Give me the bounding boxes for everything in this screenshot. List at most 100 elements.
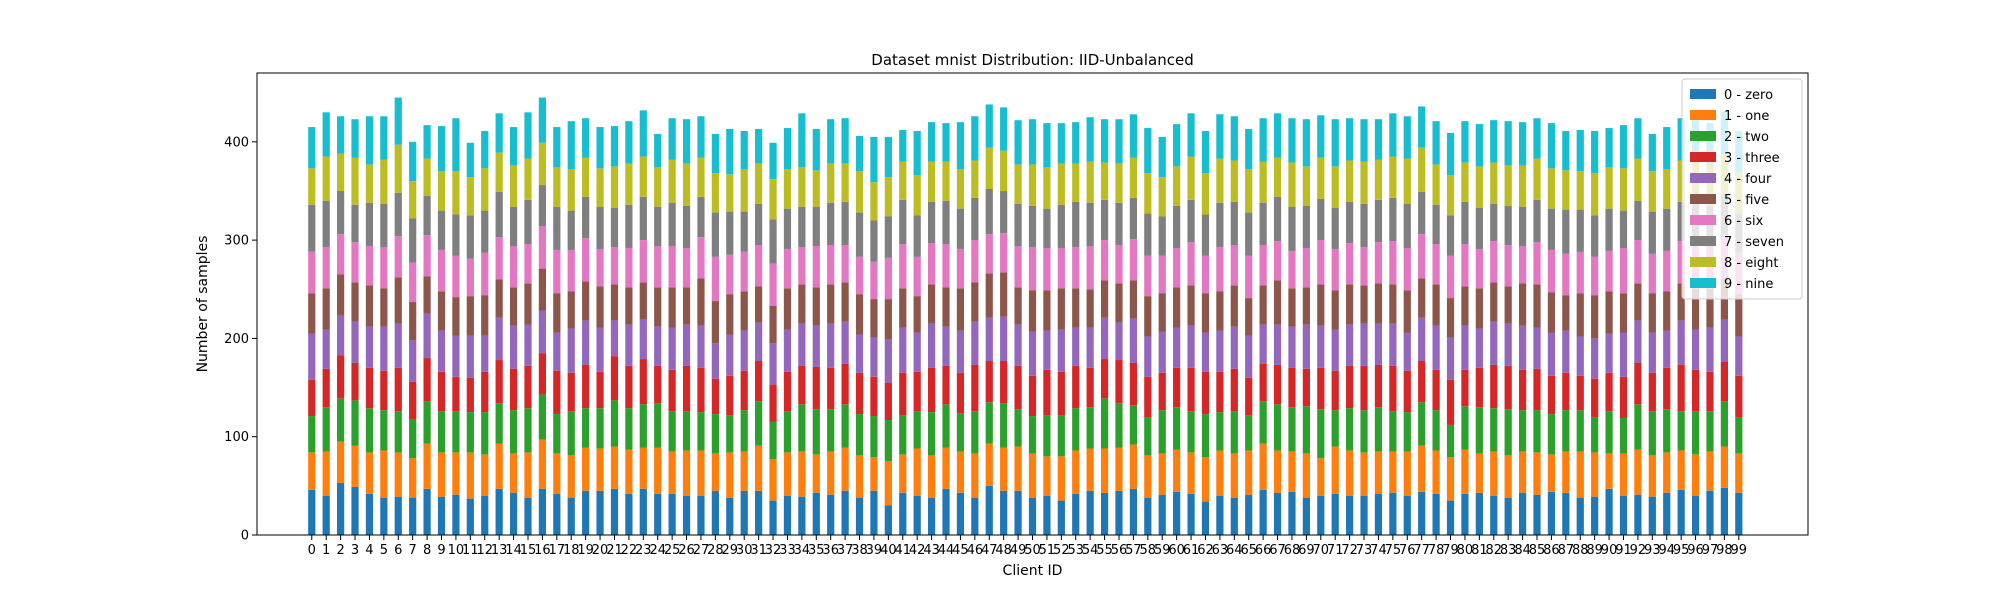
bar-segment-client-28-class-6 (711, 256, 719, 302)
bar-segment-client-25-class-1 (668, 451, 676, 494)
bar-segment-client-78-class-3 (1432, 369, 1440, 411)
bar-segment-client-13-class-3 (495, 360, 503, 404)
bar-segment-client-89-class-3 (1591, 378, 1599, 418)
bar-segment-client-23-class-9 (639, 110, 647, 157)
bar-segment-client-17-class-3 (553, 370, 561, 415)
bar-segment-client-48-class-4 (1000, 316, 1008, 362)
bar-segment-client-37-class-2 (841, 404, 849, 448)
bar-segment-client-23-class-7 (639, 196, 647, 241)
bar-segment-client-98-class-3 (1720, 362, 1728, 402)
bar-segment-client-56-class-1 (1115, 447, 1123, 491)
x-tick-label: 55 (1096, 543, 1113, 558)
bar-segment-client-40-class-5 (884, 299, 892, 340)
bar-segment-client-79-class-1 (1446, 457, 1455, 501)
bar-segment-client-90-class-7 (1605, 208, 1613, 251)
bar-segment-client-30-class-0 (740, 490, 748, 535)
bar-segment-client-10-class-4 (452, 335, 460, 377)
x-tick-label: 5 (380, 543, 388, 558)
bar-segment-client-71-class-6 (1331, 248, 1339, 291)
bar-segment-client-19-class-2 (582, 408, 590, 448)
bar-segment-client-41-class-5 (899, 288, 907, 328)
bar-segment-client-57-class-9 (1129, 114, 1138, 158)
bar-segment-client-79-class-7 (1446, 215, 1455, 256)
bar-segment-client-1-class-5 (322, 288, 330, 330)
bar-segment-client-63-class-2 (1216, 412, 1224, 451)
bar-segment-client-88-class-2 (1576, 410, 1584, 452)
bar-segment-client-61-class-4 (1187, 325, 1195, 368)
bar-segment-client-22-class-0 (625, 493, 633, 535)
bar-segment-client-35-class-5 (812, 287, 820, 326)
bar-segment-client-49-class-1 (1014, 446, 1022, 491)
bar-segment-client-34-class-0 (798, 496, 806, 535)
bar-segment-client-49-class-5 (1014, 287, 1022, 325)
bar-segment-client-37-class-6 (841, 245, 849, 283)
bar-segment-client-91-class-9 (1619, 125, 1628, 169)
bar-segment-client-71-class-8 (1331, 166, 1339, 208)
bar-segment-client-89-class-8 (1591, 173, 1599, 216)
bar-segment-client-56-class-2 (1115, 403, 1123, 448)
bar-segment-client-69-class-8 (1302, 166, 1310, 206)
bar-segment-client-77-class-4 (1418, 317, 1426, 362)
bar-segment-client-21-class-0 (610, 488, 619, 535)
bar-segment-client-29-class-4 (726, 334, 734, 376)
bar-segment-client-65-class-1 (1245, 450, 1253, 495)
bar-segment-client-2-class-3 (337, 355, 345, 399)
bar-segment-client-92-class-0 (1634, 494, 1642, 535)
bar-segment-client-56-class-7 (1115, 202, 1123, 246)
bar-segment-client-69-class-3 (1302, 368, 1310, 407)
bar-segment-client-89-class-1 (1591, 452, 1599, 497)
bar-segment-client-0-class-5 (308, 293, 316, 334)
bar-segment-client-26-class-8 (682, 163, 691, 206)
bar-segment-client-38-class-8 (855, 171, 864, 213)
bar-segment-client-51-class-6 (1043, 247, 1051, 291)
bar-segment-client-54-class-0 (1086, 490, 1094, 535)
bar-segment-client-18-class-7 (567, 210, 575, 250)
bar-segment-client-99-class-5 (1735, 294, 1743, 337)
bar-segment-client-25-class-8 (668, 159, 676, 203)
bar-segment-client-16-class-2 (538, 394, 547, 440)
bar-segment-client-76-class-1 (1403, 451, 1411, 496)
bar-segment-client-74-class-9 (1374, 119, 1383, 160)
bar-segment-client-17-class-9 (553, 127, 561, 168)
bar-segment-client-18-class-8 (567, 169, 575, 211)
bar-segment-client-20-class-0 (596, 490, 604, 535)
bar-segment-client-24-class-5 (654, 287, 662, 327)
bar-segment-client-44-class-6 (942, 244, 950, 288)
bar-segment-client-6-class-5 (394, 277, 402, 324)
bar-segment-client-71-class-9 (1331, 119, 1339, 167)
x-tick-label: 48 (995, 543, 1012, 558)
bar-segment-client-47-class-1 (985, 443, 993, 486)
bar-segment-client-5-class-0 (380, 497, 388, 535)
bar-segment-client-43-class-7 (927, 201, 936, 244)
x-tick-label: 22 (621, 543, 638, 558)
bar-segment-client-24-class-4 (654, 326, 662, 366)
bar-segment-client-12-class-9 (481, 131, 489, 169)
bar-segment-client-32-class-6 (769, 263, 777, 306)
bar-segment-client-46-class-1 (971, 453, 979, 498)
bar-segment-client-65-class-5 (1245, 298, 1253, 336)
bar-segment-client-10-class-1 (452, 452, 460, 495)
x-tick-label: 0 (308, 543, 316, 558)
bar-segment-client-34-class-8 (798, 167, 806, 207)
bar-segment-client-66-class-4 (1259, 324, 1267, 364)
bar-segment-client-0-class-8 (308, 168, 316, 205)
bar-segment-client-0-class-1 (308, 452, 316, 490)
bar-segment-client-72-class-0 (1346, 495, 1354, 535)
bar-segment-client-8-class-9 (423, 125, 431, 159)
bar-segment-client-6-class-9 (394, 97, 402, 145)
bar-segment-client-19-class-5 (582, 281, 590, 321)
bar-segment-client-39-class-5 (870, 299, 878, 338)
bar-segment-client-15-class-5 (524, 283, 532, 325)
bar-segment-client-21-class-5 (610, 284, 619, 321)
bar-segment-client-68-class-4 (1288, 326, 1296, 368)
bar-segment-client-25-class-0 (668, 493, 676, 535)
bar-segment-client-33-class-1 (783, 452, 792, 496)
bar-segment-client-81-class-9 (1475, 124, 1483, 167)
bar-segment-client-93-class-8 (1648, 171, 1656, 212)
bar-segment-client-1-class-2 (322, 407, 330, 452)
x-tick-label: 84 (1514, 543, 1531, 558)
bar-segment-client-79-class-2 (1446, 424, 1455, 458)
bar-segment-client-42-class-9 (913, 131, 921, 176)
bar-segment-client-17-class-8 (553, 167, 561, 207)
bar-segment-client-18-class-4 (567, 328, 575, 373)
